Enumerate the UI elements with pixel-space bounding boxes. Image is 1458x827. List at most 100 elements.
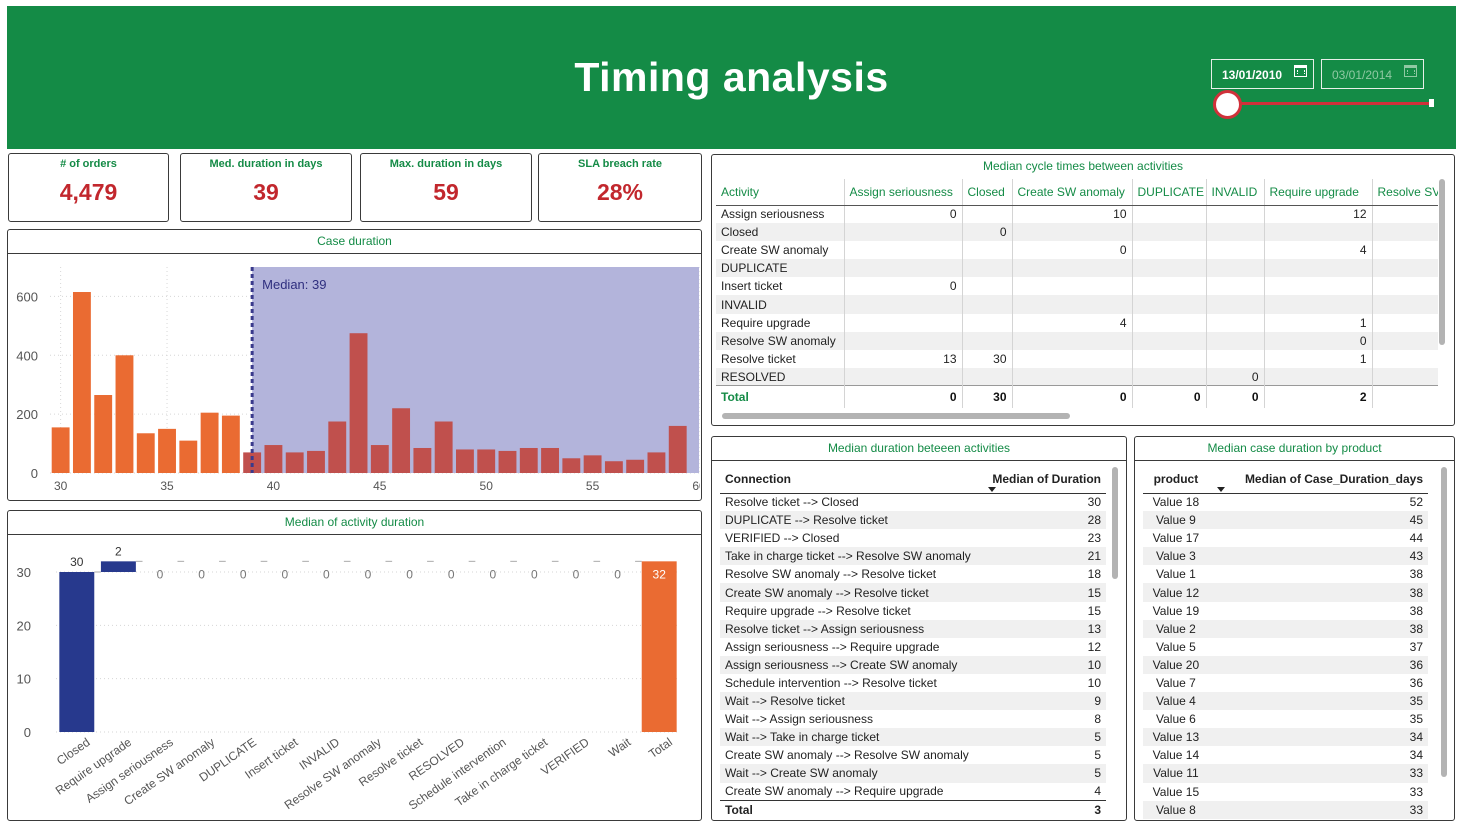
vertical-scrollbar[interactable] xyxy=(1441,467,1447,777)
table-row[interactable]: Value 15 33 xyxy=(1143,783,1428,801)
table-row[interactable]: Create SW anomaly --> Resolve SW anomaly… xyxy=(720,746,1106,764)
matrix-row[interactable]: Require upgrade 4 1 xyxy=(716,313,1438,332)
start-date-picker[interactable]: 13/01/2010 xyxy=(1211,59,1314,89)
matrix-row[interactable]: DUPLICATE xyxy=(716,259,1438,278)
matrix-row[interactable]: Closed 0 xyxy=(716,223,1438,242)
data-label: 0 xyxy=(365,567,372,581)
table-row[interactable]: Schedule intervention --> Resolve ticket… xyxy=(720,674,1106,692)
table-row[interactable]: Value 9 45 xyxy=(1143,511,1428,530)
matrix-total-cell: 2 xyxy=(1264,385,1373,408)
table-row[interactable]: Value 20 36 xyxy=(1143,655,1428,674)
table-row[interactable]: Value 17 44 xyxy=(1143,529,1428,547)
table-row[interactable]: Create SW anomaly --> Resolve ticket 15 xyxy=(720,583,1106,602)
table-row[interactable]: VERIFIED --> Closed 23 xyxy=(720,529,1106,547)
panel-divider xyxy=(712,460,1126,461)
matrix-cell xyxy=(1372,205,1438,224)
matrix-cell xyxy=(1206,295,1265,314)
matrix-cell: 0 xyxy=(1206,367,1265,386)
matrix-cell xyxy=(1012,295,1133,314)
table-row[interactable]: Take in charge ticket --> Resolve SW ano… xyxy=(720,547,1106,566)
histogram-bar xyxy=(562,458,581,473)
table-row[interactable]: Value 1 38 xyxy=(1143,565,1428,583)
matrix-cell: 0 xyxy=(844,205,963,224)
table-row[interactable]: Wait --> Resolve ticket 9 xyxy=(720,692,1106,711)
table-row[interactable]: Value 14 34 xyxy=(1143,746,1428,764)
matrix-column-header[interactable]: Activity xyxy=(716,179,845,206)
x-category-label: Wait xyxy=(606,735,634,760)
matrix-row-label: Resolve SW anomaly xyxy=(716,331,845,350)
table-row[interactable]: Resolve ticket --> Closed 30 xyxy=(720,493,1106,511)
matrix-column-header[interactable]: DUPLICATE xyxy=(1132,179,1207,206)
table-row[interactable]: Value 11 33 xyxy=(1143,764,1428,783)
table-row[interactable]: Value 4 35 xyxy=(1143,692,1428,711)
sort-desc-icon[interactable] xyxy=(987,486,996,492)
table-row[interactable]: Assign seriousness --> Create SW anomaly… xyxy=(720,655,1106,674)
matrix-cell: 30 xyxy=(962,349,1013,368)
table-row[interactable]: Assign seriousness --> Require upgrade 12 xyxy=(720,638,1106,656)
vertical-scrollbar[interactable] xyxy=(1439,179,1445,345)
date-range-slider-handle[interactable] xyxy=(1213,90,1242,119)
table-row[interactable]: Create SW anomaly --> Require upgrade 4 xyxy=(720,783,1106,801)
matrix-cell xyxy=(844,223,963,242)
histogram-bar xyxy=(307,450,325,473)
column-header-median-duration[interactable]: Median of Duration xyxy=(983,465,1106,494)
matrix-column-header[interactable]: Resolve SV xyxy=(1372,179,1438,206)
row-label: Value 8 xyxy=(1143,800,1209,819)
table-row[interactable]: Value 12 38 xyxy=(1143,583,1428,602)
table-row[interactable]: Value 13 34 xyxy=(1143,728,1428,747)
table-row[interactable]: Wait --> Assign seriousness 8 xyxy=(720,710,1106,728)
row-value: 33 xyxy=(1208,764,1428,783)
date-range-slider-track[interactable] xyxy=(1228,102,1432,105)
matrix-row[interactable]: Assign seriousness 0 10 12 xyxy=(716,205,1438,224)
table-row[interactable]: Require upgrade --> Resolve ticket 15 xyxy=(720,602,1106,620)
matrix-row[interactable]: Insert ticket 0 xyxy=(716,277,1438,296)
matrix-column-header[interactable]: Create SW anomaly xyxy=(1012,179,1133,206)
matrix-row[interactable]: RESOLVED 0 xyxy=(716,367,1438,386)
calendar-icon[interactable] xyxy=(1294,65,1307,77)
table-row[interactable]: Value 6 35 xyxy=(1143,710,1428,728)
matrix-row[interactable]: Create SW anomaly 0 4 xyxy=(716,241,1438,260)
table-row[interactable]: Value 3 43 xyxy=(1143,547,1428,566)
table-row[interactable]: Wait --> Create SW anomaly 5 xyxy=(720,764,1106,783)
data-label: 2 xyxy=(115,544,122,558)
table-row[interactable]: Resolve ticket --> Assign seriousness 13 xyxy=(720,619,1106,638)
table-row[interactable]: Value 18 52 xyxy=(1143,493,1428,511)
matrix-column-header[interactable]: Require upgrade xyxy=(1264,179,1373,206)
sort-desc-icon[interactable] xyxy=(1216,486,1225,492)
total-row: Total 3 xyxy=(720,800,1106,819)
matrix-cell xyxy=(962,205,1013,224)
table-row[interactable]: Value 8 33 xyxy=(1143,800,1428,819)
matrix-cell: 0 xyxy=(1264,331,1373,350)
matrix-row[interactable]: Resolve SW anomaly 0 xyxy=(716,331,1438,350)
end-date-picker[interactable]: 03/01/2014 xyxy=(1321,59,1424,89)
row-label: Resolve SW anomaly --> Resolve ticket xyxy=(725,567,937,582)
matrix-row-label: Resolve ticket xyxy=(716,349,845,368)
kpi-value: 39 xyxy=(253,179,279,205)
row-value: 35 xyxy=(1208,692,1428,711)
matrix-cell xyxy=(1372,331,1438,350)
table-row[interactable]: Value 5 37 xyxy=(1143,638,1428,656)
matrix-column-header[interactable]: INVALID xyxy=(1206,179,1265,206)
calendar-icon[interactable] xyxy=(1404,65,1417,77)
histogram-bar xyxy=(349,333,368,473)
total-value: 3 xyxy=(983,800,1106,819)
table-row[interactable]: Value 19 38 xyxy=(1143,602,1428,620)
matrix-column-header[interactable]: Closed xyxy=(962,179,1013,206)
matrix-row[interactable]: INVALID xyxy=(716,295,1438,314)
vertical-scrollbar[interactable] xyxy=(1112,467,1118,579)
x-category-label: Total xyxy=(646,735,675,761)
table-row[interactable]: DUPLICATE --> Resolve ticket 28 xyxy=(720,511,1106,530)
column-header-median-case-duration[interactable]: Median of Case_Duration_days xyxy=(1208,465,1428,494)
table-row[interactable]: Value 7 36 xyxy=(1143,674,1428,692)
matrix-column-header[interactable]: Assign seriousness xyxy=(844,179,963,206)
kpi-card-max-duration: Max. duration in days 59 xyxy=(360,153,532,222)
column-header-product[interactable]: product xyxy=(1143,465,1209,494)
table-row[interactable]: Resolve SW anomaly --> Resolve ticket 18 xyxy=(720,565,1106,583)
table-row[interactable]: Value 2 38 xyxy=(1143,619,1428,638)
matrix-row-label: Require upgrade xyxy=(716,313,845,332)
horizontal-scrollbar[interactable] xyxy=(722,413,1070,419)
column-header-connection[interactable]: Connection xyxy=(720,465,984,494)
matrix-row[interactable]: Resolve ticket 13 30 1 xyxy=(716,349,1438,368)
matrix-cell xyxy=(1012,331,1133,350)
table-row[interactable]: Wait --> Take in charge ticket 5 xyxy=(720,728,1106,747)
